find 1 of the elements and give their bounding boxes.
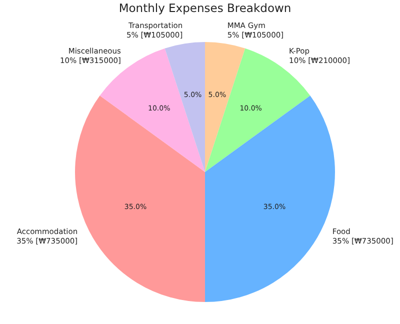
chart-title: Monthly Expenses Breakdown [118, 0, 292, 15]
